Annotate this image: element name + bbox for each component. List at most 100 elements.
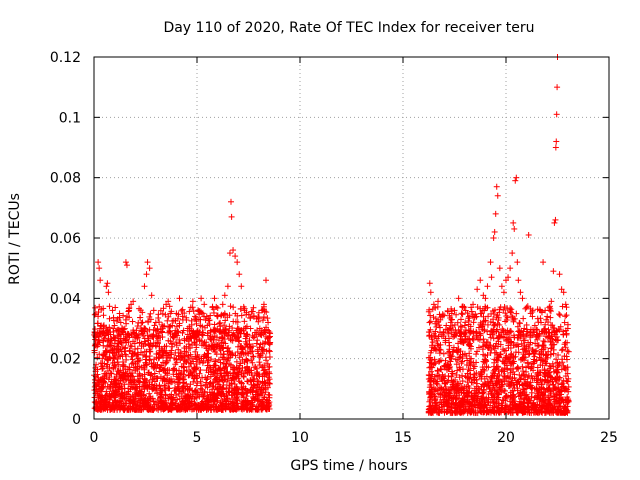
- y-tick-label: 0: [72, 412, 81, 428]
- data-point: [205, 315, 212, 322]
- data-point: [96, 381, 103, 388]
- data-point: [207, 334, 214, 341]
- data-point: [115, 399, 122, 406]
- data-point: [91, 394, 98, 401]
- data-point: [164, 377, 171, 384]
- data-point: [116, 384, 123, 391]
- data-point: [208, 356, 215, 363]
- data-point: [176, 367, 183, 374]
- data-point: [155, 354, 162, 361]
- data-point: [176, 388, 183, 395]
- data-point: [248, 357, 255, 364]
- data-point: [211, 321, 218, 328]
- data-point: [204, 330, 211, 337]
- data-point: [208, 396, 215, 403]
- data-point: [128, 379, 135, 386]
- data-point: [256, 359, 263, 366]
- data-point: [216, 320, 223, 327]
- data-point: [234, 397, 241, 404]
- data-point: [260, 346, 267, 353]
- data-point: [193, 360, 200, 367]
- data-point: [130, 359, 137, 366]
- data-point: [107, 370, 114, 377]
- data-point: [179, 380, 186, 387]
- data-point: [181, 310, 188, 317]
- data-point: [103, 363, 110, 370]
- data-point: [120, 312, 127, 319]
- data-point: [99, 365, 106, 372]
- data-point: [177, 340, 184, 347]
- data-point: [159, 359, 166, 366]
- chart-title: Day 110 of 2020, Rate Of TEC Index for r…: [163, 20, 534, 36]
- data-point: [151, 322, 158, 329]
- data-point: [180, 364, 187, 371]
- data-point: [242, 335, 249, 342]
- data-point: [198, 331, 205, 338]
- data-point: [92, 304, 99, 311]
- data-point: [260, 330, 267, 337]
- data-point: [252, 405, 259, 412]
- data-point: [150, 359, 157, 366]
- data-point: [108, 378, 115, 385]
- data-point: [128, 353, 135, 360]
- data-point: [175, 374, 182, 381]
- data-point: [249, 353, 256, 360]
- data-point: [149, 386, 156, 393]
- data-point: [216, 356, 223, 363]
- data-point: [169, 343, 176, 350]
- data-point: [254, 396, 261, 403]
- data-point: [199, 310, 206, 317]
- data-point: [223, 391, 230, 398]
- data-point: [205, 399, 212, 406]
- data-point: [212, 362, 219, 369]
- data-point: [149, 333, 156, 340]
- data-point: [171, 387, 178, 394]
- data-point: [105, 357, 112, 364]
- data-point: [229, 351, 236, 358]
- data-point: [132, 367, 139, 374]
- data-point: [149, 381, 156, 388]
- data-point: [131, 376, 138, 383]
- data-point: [234, 348, 241, 355]
- data-point: [194, 356, 201, 363]
- data-point: [244, 363, 251, 370]
- data-point: [116, 330, 123, 337]
- data-point: [187, 368, 194, 375]
- data-point: [249, 308, 256, 315]
- data-point: [225, 344, 232, 351]
- data-point: [141, 366, 148, 373]
- data-point: [173, 342, 180, 349]
- data-point: [213, 375, 220, 382]
- data-point: [256, 344, 263, 351]
- data-point: [144, 328, 151, 335]
- data-point: [129, 318, 136, 325]
- data-point: [171, 378, 178, 385]
- data-point: [145, 393, 152, 400]
- data-point: [143, 382, 150, 389]
- data-point: [133, 393, 140, 400]
- data-point: [164, 372, 171, 379]
- data-point: [137, 402, 144, 409]
- data-point: [200, 405, 207, 412]
- x-tick-label: 5: [193, 430, 202, 446]
- data-point: [241, 318, 248, 325]
- data-point: [238, 379, 245, 386]
- data-point: [110, 325, 117, 332]
- x-axis-label: GPS time / hours: [290, 458, 407, 474]
- data-point: [126, 347, 133, 354]
- data-point: [250, 304, 257, 311]
- data-point: [260, 314, 267, 321]
- data-point: [188, 317, 195, 324]
- data-point: [171, 366, 178, 373]
- data-point: [210, 309, 217, 316]
- y-tick-label: 0.06: [50, 231, 81, 247]
- data-point: [185, 363, 192, 370]
- data-point: [227, 303, 234, 310]
- data-point: [140, 341, 147, 348]
- data-point: [204, 375, 211, 382]
- data-point: [97, 325, 104, 332]
- data-point: [159, 310, 166, 317]
- x-tick-label: 15: [394, 430, 412, 446]
- data-point: [249, 343, 256, 350]
- data-point: [104, 356, 111, 363]
